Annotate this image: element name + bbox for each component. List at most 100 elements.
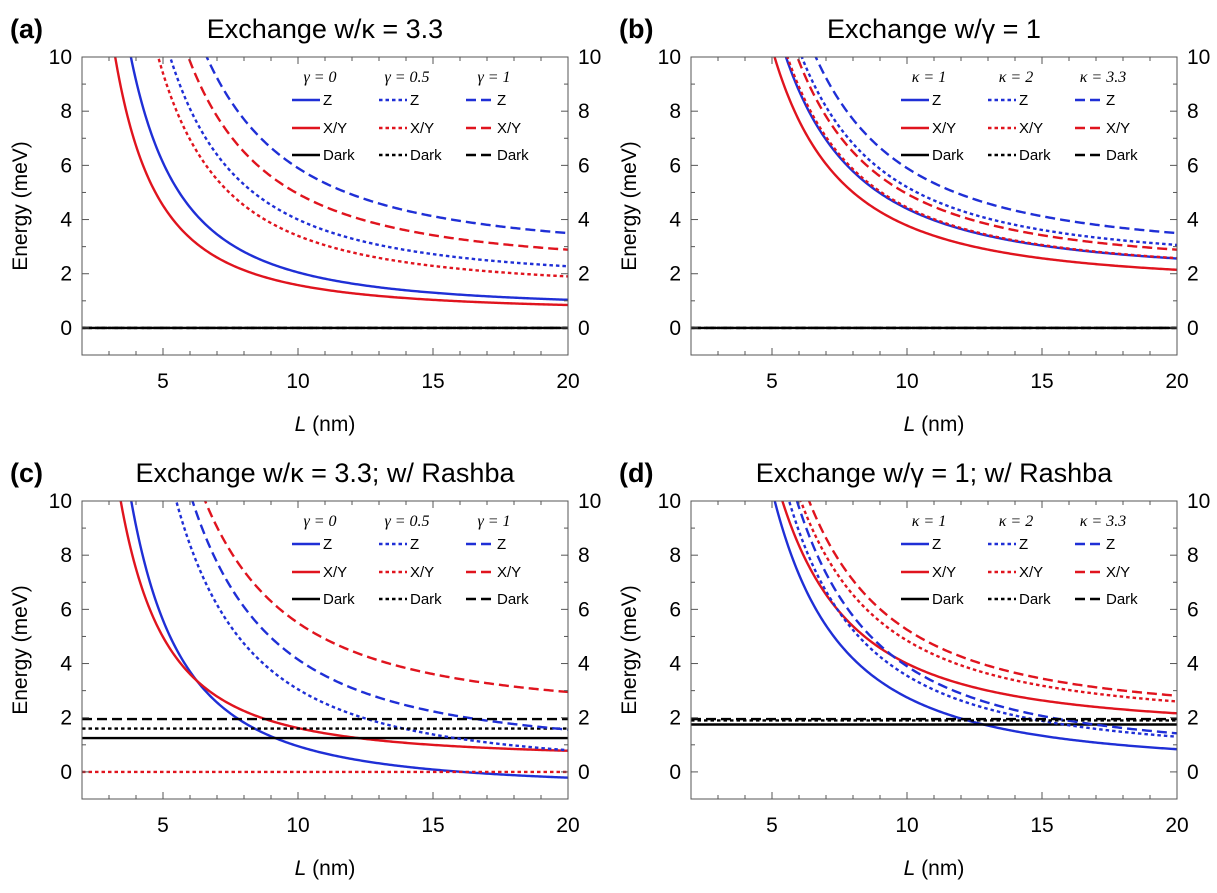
y-tick-label: 4 — [60, 653, 72, 676]
series-line-4 — [786, 57, 1177, 260]
y-tick-label-right: 4 — [578, 209, 590, 232]
series-line-3 — [787, 501, 1177, 738]
plot-area — [82, 57, 568, 330]
y-tick-label-right: 0 — [1187, 761, 1199, 784]
y-tick-label-right: 6 — [1187, 154, 1199, 177]
y-tick-label: 2 — [669, 263, 681, 286]
y-tick-label-right: 10 — [578, 490, 601, 513]
y-tick-label: 4 — [669, 653, 681, 676]
series-line-6 — [814, 57, 1177, 235]
x-axis-unit: (nm) — [306, 413, 355, 436]
legend-label: Z — [932, 92, 941, 109]
x-axis-variable: L — [904, 413, 916, 436]
legend-label: Z — [1106, 92, 1115, 109]
plot-area — [82, 501, 568, 779]
legend-label: Z — [497, 92, 506, 109]
legend-label: X/Y — [323, 120, 347, 137]
legend-label: X/Y — [323, 564, 347, 581]
x-axis-label: L (nm) — [295, 413, 356, 436]
y-tick-label: 8 — [669, 544, 681, 567]
x-tick-label: 10 — [895, 370, 918, 393]
legend-label: Dark — [497, 591, 529, 608]
series-line-6 — [205, 57, 568, 235]
y-tick-label-right: 4 — [1187, 209, 1199, 232]
panel-b: (b) Exchange w/γ = 1 5 10 15 20 0 0 2 2 4 4 6 6 8 8 10 10… — [609, 0, 1217, 444]
x-tick-label: 20 — [556, 370, 579, 393]
legend-label: X/Y — [932, 564, 956, 581]
y-tick-label-right: 10 — [1187, 46, 1210, 69]
series-line-1 — [773, 57, 1177, 271]
chart-svg: (d) Exchange w/γ = 1; w/ Rashba 5 10 15 20 0 0 2… — [618, 458, 1210, 880]
legend-label: Dark — [1106, 591, 1138, 608]
legend-label: X/Y — [932, 120, 956, 137]
y-tick-label: 2 — [60, 263, 72, 286]
y-tick-label: 4 — [60, 209, 72, 232]
series-line-3 — [168, 57, 568, 268]
x-tick-label: 15 — [1030, 814, 1053, 837]
chart-svg: (b) Exchange w/γ = 1 5 10 15 20 0 0 2 2 4 4 6 6 8 8 10 10… — [618, 14, 1210, 436]
y-axis-label: Energy (meV) — [618, 585, 641, 715]
y-tick-label: 10 — [658, 490, 681, 513]
y-tick-label-right: 6 — [578, 154, 590, 177]
y-tick-label-right: 8 — [1187, 100, 1199, 123]
legend-label: Dark — [497, 147, 529, 164]
x-tick-label: 5 — [766, 370, 778, 393]
chart-title: Exchange w/γ = 1 — [827, 14, 1041, 44]
y-tick-label-right: 4 — [1187, 653, 1199, 676]
y-tick-label: 6 — [669, 598, 681, 621]
legend-label: X/Y — [497, 120, 521, 137]
legend-label: Z — [410, 536, 419, 553]
x-tick-label: 15 — [421, 814, 444, 837]
legend-label: X/Y — [410, 120, 434, 137]
legend-label: Dark — [410, 591, 442, 608]
legend-header: γ = 0 — [303, 513, 336, 530]
y-tick-label: 8 — [669, 100, 681, 123]
x-axis-unit: (nm) — [915, 857, 964, 880]
series-line-3 — [800, 57, 1177, 247]
y-tick-label: 6 — [60, 154, 72, 177]
panel-d: (d) Exchange w/γ = 1; w/ Rashba 5 10 15 20 0 0 2… — [609, 444, 1217, 888]
y-tick-label-right: 8 — [578, 100, 590, 123]
plot-area — [691, 501, 1177, 751]
legend-header: κ = 2 — [999, 69, 1033, 86]
y-tick-label-right: 8 — [1187, 544, 1199, 567]
panel-label: (c) — [10, 458, 43, 488]
x-tick-label: 15 — [421, 370, 444, 393]
legend-header: γ = 1 — [477, 513, 510, 530]
legend-label: Dark — [932, 591, 964, 608]
y-tick-label-right: 2 — [578, 263, 590, 286]
legend-label: Z — [1019, 536, 1028, 553]
x-tick-label: 10 — [286, 814, 309, 837]
y-tick-label: 0 — [669, 761, 681, 784]
legend-label: X/Y — [410, 564, 434, 581]
legend-label: X/Y — [1019, 564, 1043, 581]
legend-label: X/Y — [1106, 564, 1130, 581]
legend-header: κ = 2 — [999, 513, 1033, 530]
panel-label: (a) — [10, 14, 43, 44]
y-tick-label: 6 — [60, 598, 72, 621]
legend-header: κ = 1 — [912, 69, 946, 86]
panel-c: (c) Exchange w/κ = 3.3; w/ Rashba 5 10 15 20 0… — [0, 444, 608, 888]
legend-header: γ = 0.5 — [384, 69, 429, 86]
legend-label: Dark — [410, 147, 442, 164]
y-tick-label-right: 2 — [1187, 707, 1199, 730]
legend-label: Dark — [1019, 591, 1051, 608]
legend-header: κ = 3.3 — [1080, 69, 1126, 86]
panel-label: (b) — [619, 14, 653, 44]
legend-header: γ = 1 — [477, 69, 510, 86]
x-tick-label: 20 — [556, 814, 579, 837]
legend-header: κ = 1 — [912, 513, 946, 530]
legend-header: γ = 0 — [303, 69, 336, 86]
chart-title: Exchange w/κ = 3.3 — [207, 14, 443, 44]
y-tick-label-right: 4 — [578, 653, 590, 676]
series-line-4 — [799, 501, 1177, 703]
y-tick-label: 2 — [669, 707, 681, 730]
legend-label: Dark — [932, 147, 964, 164]
series-line-0 — [130, 501, 568, 779]
plot-area — [691, 57, 1177, 330]
x-axis-variable: L — [904, 857, 916, 880]
y-axis-label: Energy (meV) — [9, 585, 32, 715]
y-tick-label: 10 — [658, 46, 681, 69]
legend-header: γ = 0.5 — [384, 513, 429, 530]
y-tick-label: 4 — [669, 209, 681, 232]
